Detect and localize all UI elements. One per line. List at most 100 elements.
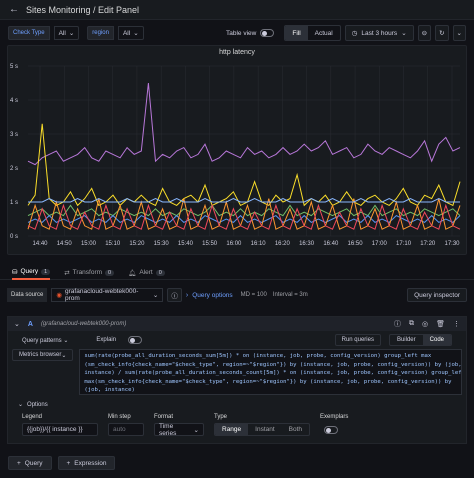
var-region-label: region [87, 26, 114, 40]
code-line: max(sm_check_info{check_name="$check_typ… [84, 378, 452, 385]
transform-icon: ⇄ [64, 269, 70, 277]
metrics-browser-button[interactable]: Metrics browser ⌄ [12, 349, 74, 361]
query-patterns-select[interactable]: Query patterns ⌄ [22, 337, 68, 344]
y-tick-label: 5 s [10, 64, 18, 70]
exemplars-label: Exemplars [320, 414, 349, 420]
x-tick-label: 15:40 [178, 241, 194, 247]
x-tick-label: 14:40 [32, 241, 48, 247]
fill-actual-toggle: Fill Actual [284, 25, 341, 41]
duplicate-icon[interactable]: ⧉ [409, 320, 414, 327]
datasource-help-button[interactable]: ⓘ [167, 288, 182, 302]
options-toggle[interactable]: ⌄ Options [8, 395, 466, 409]
datasource-row: Data source ◉ grafanacloud-webtek000-prom… [7, 286, 467, 304]
table-view-toggle[interactable]: Table view [220, 25, 280, 41]
table-view-label: Table view [225, 29, 257, 37]
add-expression-button[interactable]: + Expression [57, 456, 116, 470]
chevron-down-icon: ⌄ [133, 30, 139, 37]
actual-button[interactable]: Actual [314, 29, 333, 37]
help-icon[interactable]: ⓘ [394, 321, 401, 328]
chevron-down-icon: ⌄ [152, 292, 159, 299]
y-tick-label: 4 s [10, 98, 18, 104]
query-toolbar: Query patterns ⌄ Explain Run queries Bui… [8, 331, 466, 349]
x-tick-label: 16:20 [275, 241, 291, 247]
x-tick-label: 16:10 [251, 241, 267, 247]
chevron-right-icon[interactable]: › [185, 291, 189, 299]
type-label: Type [214, 414, 228, 420]
chevron-down-icon: ⌄ [193, 426, 199, 434]
tab-label: Query [20, 268, 39, 275]
interval-info: Interval = 3m [272, 292, 308, 298]
plus-icon: + [66, 459, 71, 467]
add-expression-label: Expression [74, 459, 107, 467]
x-tick-label: 17:20 [420, 241, 436, 247]
page-title: Sites Monitoring / Edit Panel [26, 4, 140, 15]
latency-chart[interactable]: 5 s 4 s 3 s 2 s 1 s 0 s 14:40 14:50 15:00 15:10 15… [8, 60, 466, 255]
min-step-input[interactable]: auto [108, 423, 144, 436]
series-line [27, 204, 461, 217]
datasource-label: Data source [7, 288, 48, 302]
x-tick-label: 16:40 [323, 241, 339, 247]
zoom-out-button[interactable]: ⊖ [417, 25, 432, 41]
x-tick-label: 17:10 [396, 241, 412, 247]
x-tick-label: 16:30 [299, 241, 315, 247]
time-picker[interactable]: ◷ Last 3 hours ⌄ [344, 25, 414, 41]
format-select[interactable]: Time series ⌄ [154, 422, 204, 437]
options-row: Legend {{job}}/{{ instance }} Min step aut… [8, 408, 466, 442]
explain-toggle[interactable] [128, 336, 143, 344]
tab-query[interactable]: ⛁ Query 1 [12, 266, 51, 280]
database-icon: ⛁ [12, 268, 18, 276]
back-arrow-icon[interactable]: ← [9, 4, 19, 15]
code-line: (job, instance) [84, 387, 135, 393]
code-line: instance) / sum(rate(probe_all_duration_… [84, 370, 462, 376]
code-line: sum(rate(probe_all_duration_seconds_sum[… [84, 353, 432, 359]
plus-icon: + [17, 459, 21, 467]
promql-input[interactable]: sum(rate(probe_all_duration_seconds_sum[… [79, 349, 462, 395]
run-queries-button[interactable]: Run queries [334, 334, 381, 346]
metrics-browser-label: Metrics browser [19, 352, 62, 358]
code-area: Metrics browser ⌄ sum(rate(probe_all_dur… [8, 349, 466, 395]
x-tick-label: 15:00 [81, 241, 97, 247]
x-tick-label: 14:50 [57, 241, 73, 247]
tab-count: 1 [41, 268, 51, 275]
refresh-button[interactable]: ↻ [435, 25, 449, 41]
collapse-chevron-icon[interactable]: ⌄ [14, 321, 20, 328]
query-inspector-button[interactable]: Query inspector [407, 288, 467, 302]
fill-button[interactable]: Fill [285, 26, 308, 40]
type-instant[interactable]: Instant [255, 426, 275, 433]
query-options-link[interactable]: Query options [192, 291, 233, 299]
builder-button[interactable]: Builder [396, 337, 416, 343]
prometheus-icon: ◉ [56, 292, 63, 299]
trash-icon[interactable]: 🗑︎ [436, 321, 445, 328]
drag-handle-icon[interactable]: ⋮ [453, 321, 460, 328]
y-tick-label: 3 s [10, 132, 18, 138]
x-tick-label: 16:00 [226, 241, 242, 247]
toggle-switch[interactable] [260, 29, 275, 37]
tab-alert[interactable]: 🔔︎ Alert 0 [128, 266, 165, 280]
variables-bar: Check Type All ⌄ region All ⌄ Table view F… [0, 20, 474, 46]
tab-count: 0 [105, 269, 115, 276]
var-region-select[interactable]: All ⌄ [117, 26, 144, 40]
type-both[interactable]: Both [288, 426, 303, 433]
x-tick-label: 17:30 [444, 241, 460, 247]
tab-label: Transform [72, 269, 103, 276]
var-check-type-select[interactable]: All ⌄ [53, 26, 80, 40]
exemplars-toggle[interactable] [324, 426, 339, 434]
chevron-down-icon: ⌄ [401, 30, 407, 37]
datasource-select[interactable]: ◉ grafanacloud-webtek000-prom ⌄ [51, 288, 164, 302]
options-label: Options [27, 401, 48, 408]
tab-transform[interactable]: ⇄ Transform 0 [64, 266, 115, 280]
code-button[interactable]: Code [422, 335, 451, 345]
format-value: Time series [159, 422, 177, 437]
legend-input[interactable]: {{job}}/{{ instance }} [22, 423, 98, 436]
type-range[interactable]: Range [215, 424, 249, 435]
x-tick-label: 17:00 [372, 241, 388, 247]
explain-label: Explain [96, 337, 117, 343]
refresh-interval-button[interactable]: ⌄ [452, 25, 466, 41]
chart-panel: http latency 5 s 4 s 3 s 2 s 1 s 0 s 14:40 14:5… [7, 45, 467, 255]
editor-mode-toggle: Builder Code [388, 334, 452, 346]
add-query-button[interactable]: + Query [8, 456, 52, 470]
chevron-down-icon: ⌄ [68, 30, 75, 37]
eye-icon[interactable]: ◎ [422, 321, 429, 328]
legend-label: Legend [22, 414, 43, 420]
zoom-out-icon: ⊖ [421, 30, 428, 37]
